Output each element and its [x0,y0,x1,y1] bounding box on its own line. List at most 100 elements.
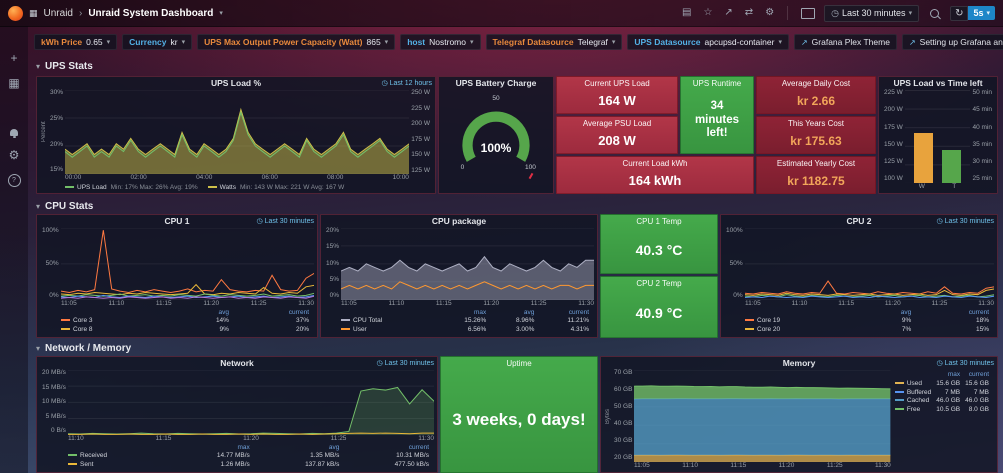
variable-ups-max-output[interactable]: UPS Max Output Power Capacity (Watt) 865… [197,34,396,50]
zoom-out-icon[interactable] [930,8,940,18]
bell-icon[interactable] [10,129,18,139]
panel-title[interactable]: Current UPS Load [584,79,650,88]
help-icon[interactable]: ? [7,174,21,187]
tv-mode-icon[interactable] [801,7,816,19]
plot-area[interactable] [341,228,594,300]
clock-icon: ◷ [376,360,383,367]
panel-cpu-1: CPU 1 ◷ Last 30 minutes 100% 50% 0% 11:05 11:… [36,214,318,338]
chevron-down-icon: ▾ [778,39,782,46]
panel-title[interactable]: UPS Runtime [692,79,742,88]
panel-title[interactable]: Current Load kWh [622,159,688,168]
x-axis-labels: 11:05 11:10 11:15 11:20 11:25 11:30 [61,299,314,307]
variable-value: 865 [366,37,381,47]
gear-icon[interactable]: ⚙ [765,7,775,18]
gear-icon[interactable]: ⚙ [8,148,20,162]
stat-value: 164 kWh [628,173,682,188]
cycle-icon[interactable]: ⇄ [744,7,754,18]
link-grafana-plex-theme[interactable]: ↗ Grafana Plex Theme [793,34,897,50]
legend[interactable]: avg current Core 3 14% 37% Core 8 9% 20% [61,309,314,335]
stat-value: kr 175.63 [790,133,842,148]
panel-title[interactable]: CPU 2 Temp [636,279,682,288]
panel-title[interactable]: Average PSU Load [582,119,652,128]
divider [787,6,789,20]
panel-title[interactable]: CPU 1 [164,216,190,226]
row-cpu-stats[interactable]: ▾ CPU Stats [36,199,93,213]
chevron-down-icon: ▾ [908,10,913,17]
row-ups-stats[interactable]: ▾ UPS Stats [36,59,93,73]
x-axis-labels: 11:05 11:10 11:15 11:20 11:25 11:30 [341,299,594,307]
panel-title[interactable]: Memory [782,358,816,368]
bar-T[interactable] [942,149,961,183]
chart-area: 20% 15% 10% 5% 0% 11:05 11:10 11:15 11:20 11:25 11… [324,227,594,335]
panel-title[interactable]: Average Daily Cost [781,79,851,88]
cpu2-chart[interactable]: 100% 50% 0% 11:05 11:10 11:15 11:20 11:25 11:30 a… [724,227,994,335]
plot-area[interactable] [745,228,994,300]
legend[interactable]: max avg current CPU Total 15.26% 8.96% 11.21% U… [341,309,594,335]
time-range-picker[interactable]: ◷ Last 30 minutes ▾ [824,4,920,22]
legend[interactable]: avg current Core 19 9% 18% Core 20 7% 15% [745,309,994,335]
panel-cpu1-temp: CPU 1 Temp 40.3 °C [600,214,718,274]
panel-title[interactable]: UPS Battery Charge [455,78,537,88]
panel-title[interactable]: UPS Load vs Time left [893,78,983,88]
cpu1-chart[interactable]: 100% 50% 0% 11:05 11:10 11:15 11:20 11:25 11:30 a… [40,227,314,335]
share-icon[interactable]: ↗ [724,7,733,18]
plot-area[interactable] [904,90,971,183]
dashboards-icon[interactable]: ▦ [8,76,20,90]
link-ups-monitoring-guide[interactable]: ↗ Setting up Grafana and InfluxDB for UP… [901,34,1003,50]
grafana-logo[interactable] [8,5,23,21]
panel-title[interactable]: Estimated Yearly Cost [776,159,856,168]
legend[interactable]: max current Used 15.6 GB 15.6 GB Buffered 7 MB… [894,371,994,415]
cpu-package-chart[interactable]: 20% 15% 10% 5% 0% 11:05 11:10 11:15 11:20 11:25 11… [324,227,594,335]
bar-W[interactable] [914,133,933,183]
panel-network: Network ◷ Last 30 minutes 20 MB/s 15 MB/s 1… [36,356,438,473]
variable-label: UPS Datasource [634,37,701,47]
plot-area[interactable] [65,90,410,174]
ups-load-vs-time-chart[interactable]: 225 W 200 W 175 W 150 W 125 W 100 W 50 min 45 m… [882,89,994,191]
external-link-icon: ↗ [908,37,916,47]
panel-title[interactable]: UPS Load % [210,78,262,88]
plot-area[interactable] [61,228,314,300]
refresh-icon[interactable]: ↻ [950,5,969,21]
variable-host[interactable]: host Nostromo ▾ [400,34,481,50]
time-range-badge: ◷ Last 12 hours [381,77,432,90]
clock-icon: ◷ [936,218,943,225]
panel-title[interactable]: Network [220,358,254,368]
variable-ups-datasource[interactable]: UPS Datasource apcupsd-container ▾ [627,34,789,50]
row-network-memory[interactable]: ▾ Network / Memory [36,341,131,355]
y-axis-labels: 100% 50% 0% [726,227,743,300]
link-label: Setting up Grafana and InfluxDB for UPS … [919,37,1003,47]
legend[interactable]: UPS Load Min: 17% Max: 26% Avg: 19% Watts M… [65,182,432,191]
plus-icon[interactable]: + [10,51,18,65]
dashboard-title[interactable]: Unraid System Dashboard [88,7,214,19]
panel-title[interactable]: Uptime [506,359,532,368]
panel-ups-runtime: UPS Runtime 34 minutes left! [680,76,754,154]
network-chart[interactable]: 20 MB/s 15 MB/s 10 MB/s 5 MB/s 0 B/s 11:10 11:… [40,369,434,470]
panel-title[interactable]: CPU 1 Temp [636,217,682,226]
chevron-down-icon: ▾ [36,343,41,353]
add-panel-icon[interactable]: ▤ [681,7,692,18]
variable-telegraf-datasource[interactable]: Telegraf Datasource Telegraf ▾ [485,34,623,50]
breadcrumb-root[interactable]: Unraid [43,7,73,19]
variable-label: Currency [129,37,167,47]
panel-title[interactable]: This Years Cost [787,119,845,128]
chevron-down-icon[interactable]: ▾ [219,10,223,17]
y-axis-labels: 30% 25% 20% 15% [50,89,64,174]
variable-label: Telegraf Datasource [492,37,574,47]
panel-title[interactable]: CPU package [431,216,487,226]
star-icon[interactable]: ☆ [703,7,713,18]
plot-area[interactable] [634,370,891,462]
plot-area[interactable] [67,370,434,435]
refresh-picker[interactable]: ↻ 5s ▾ [950,5,995,21]
panel-current-ups-load: Current UPS Load 164 W [556,76,678,114]
stat-value: kr 1182.75 [787,173,845,188]
variable-label: host [407,37,426,47]
variable-currency[interactable]: Currency kr ▾ [122,34,193,50]
panel-title[interactable]: CPU 2 [846,216,872,226]
memory-chart[interactable]: Bytes 70 GB 60 GB 50 GB 40 GB 30 GB 20 GB 11:05… [604,369,994,470]
variable-kwh-price[interactable]: kWh Price 0.65 ▾ [34,34,118,50]
legend[interactable]: max avg current Received 14.77 MB/s 1.35 MB/s… [68,444,434,470]
stat-value: 40.9 °C [635,304,683,321]
chart-area: 100% 50% 0% 11:05 11:10 11:15 11:20 11:25 11:30 a… [724,227,994,335]
panel-cpu-2: CPU 2 ◷ Last 30 minutes 100% 50% 0% 11:05 11:… [720,214,998,338]
